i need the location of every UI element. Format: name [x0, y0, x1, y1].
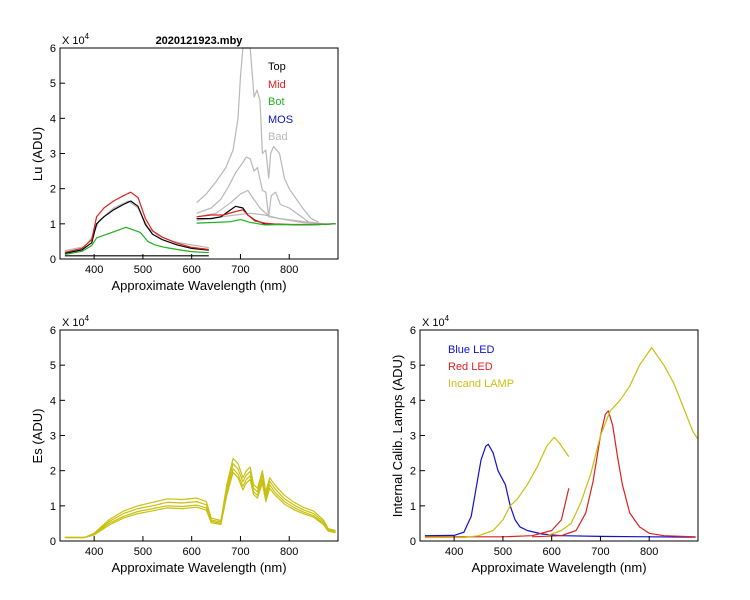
lu-ytick-label-60000: 6: [50, 43, 56, 55]
lu-exponent-label: X 104: [62, 32, 90, 47]
lamps-legend-blue-led: Blue LED: [448, 344, 495, 356]
lamps-exponent-label: X 104: [422, 314, 450, 329]
lu-series-bot-seg-0: [64, 226, 209, 255]
lu-legend-bad: Bad: [268, 131, 288, 143]
lamps-series-blue-led-seg-0: [424, 443, 696, 538]
lu-series-bad-seg-3: [196, 189, 319, 225]
es-ytick-label-60000: 6: [50, 325, 56, 337]
es-ytick-label-20000: 2: [50, 466, 56, 478]
es-xtick-label-400: 400: [85, 546, 103, 558]
lu-legend-mos: MOS: [268, 114, 293, 126]
lamps-ylabel: Internal Calib. Lamps (ADU): [390, 355, 405, 518]
lu-series-top-seg-0: [64, 200, 209, 254]
lu-exponent-power: 4: [85, 32, 90, 41]
es-exponent-base: X 10: [62, 317, 85, 329]
lamps-xlabel: Approximate Wavelength (nm): [471, 560, 646, 575]
lamps-xtick-label-600: 600: [543, 546, 561, 558]
lu-xtick-label-800: 800: [280, 264, 298, 276]
lu-series-mid-seg-0: [64, 191, 209, 253]
lu-series-bot-seg-1: [196, 219, 336, 226]
es-series-es-scan-4-seg-0: [64, 471, 336, 539]
lu-plot-frame: [59, 47, 339, 260]
lu-legend-bot: Bot: [268, 96, 285, 108]
lamps-ytick-label-30000: 3: [410, 431, 416, 443]
es-xlabel: Approximate Wavelength (nm): [111, 560, 286, 575]
lamps-legend-red-led: Red LED: [448, 361, 493, 373]
lamps-series-red-led-seg-1: [532, 410, 696, 538]
lamps-axes-ticks: 400 500 600 700 800 0 1 2 3 4 5 6: [410, 325, 659, 558]
es-ytick-label-40000: 4: [50, 395, 56, 407]
lamps-exponent-base: X 10: [422, 317, 445, 329]
lu-ytick-label-50000: 5: [50, 78, 56, 90]
lamps-xtick-label-700: 700: [591, 546, 609, 558]
es-series: [64, 457, 336, 539]
lu-ytick-label-10000: 1: [50, 219, 56, 231]
lu-series-bad-seg-1: [196, 47, 319, 223]
lamps-xtick-label-800: 800: [640, 546, 658, 558]
lu-xtick-label-600: 600: [183, 264, 201, 276]
es-series-es-scan-1-seg-0: [64, 457, 336, 539]
lamps-series-red-led-seg-0: [424, 488, 570, 538]
es-xtick-label-500: 500: [134, 546, 152, 558]
es-xtick-label-700: 700: [231, 546, 249, 558]
lu-ylabel: Lu (ADU): [30, 127, 45, 181]
lamps-legend: Blue LED Red LED Incand LAMP: [448, 344, 514, 390]
lu-exponent-base: X 10: [62, 35, 85, 47]
lamps-xtick-label-400: 400: [445, 546, 463, 558]
es-ytick-label-30000: 3: [50, 431, 56, 443]
panel-lu: 400 500 600 700 800 0 1 2 3 4 5 6 2020121923.mby X …: [30, 32, 339, 293]
lamps-ytick-label-40000: 4: [410, 395, 416, 407]
es-ylabel: Es (ADU): [30, 409, 45, 464]
lamps-ytick-label-50000: 5: [410, 360, 416, 372]
lu-legend-mid: Mid: [268, 79, 286, 91]
lamps-ytick-label-20000: 2: [410, 466, 416, 478]
lamps-ytick-label-10000: 1: [410, 501, 416, 513]
lu-xtick-label-400: 400: [85, 264, 103, 276]
lu-title: 2020121923.mby: [156, 35, 244, 47]
es-series-es-scan-2-seg-0: [64, 463, 336, 539]
lu-legend-top: Top: [268, 61, 286, 73]
es-xtick-label-600: 600: [183, 546, 201, 558]
lu-ytick-label-20000: 2: [50, 184, 56, 196]
lamps-xtick-label-500: 500: [494, 546, 512, 558]
lu-axes-ticks: 400 500 600 700 800 0 1 2 3 4 5 6: [50, 43, 299, 276]
lu-series-bad-seg-4: [196, 212, 336, 225]
lamps-series-incand-lamp-seg-0: [424, 436, 570, 539]
es-ytick-label-50000: 5: [50, 360, 56, 372]
lu-series: [64, 47, 336, 257]
es-xtick-label-800: 800: [280, 546, 298, 558]
lamps-ytick-label-60000: 6: [410, 325, 416, 337]
es-axes-ticks: 400 500 600 700 800 0 1 2 3 4 5 6: [50, 325, 299, 558]
lu-legend: Top Mid Bot MOS Bad: [268, 61, 293, 143]
es-ytick-label-0: 0: [50, 536, 56, 548]
lamps-ytick-label-0: 0: [410, 536, 416, 548]
lu-xlabel: Approximate Wavelength (nm): [111, 278, 286, 293]
es-exponent-label: X 104: [62, 314, 90, 329]
lu-ytick-label-30000: 3: [50, 149, 56, 161]
es-plot-frame: [59, 329, 339, 542]
lamps-series-incand-lamp-seg-1: [546, 347, 699, 537]
lu-ytick-label-40000: 4: [50, 113, 56, 125]
lamps-series: [424, 347, 699, 539]
lu-xtick-label-500: 500: [134, 264, 152, 276]
lamps-legend-incand-lamp: Incand LAMP: [448, 378, 514, 390]
es-exponent-power: 4: [85, 314, 90, 323]
lu-series-bad-seg-2: [196, 156, 319, 224]
es-series-es-scan-3-seg-0: [64, 468, 336, 539]
es-ytick-label-10000: 1: [50, 501, 56, 513]
lamps-exponent-power: 4: [445, 314, 450, 323]
lu-xtick-label-700: 700: [231, 264, 249, 276]
lu-series-bad-seg-0: [64, 200, 209, 252]
lu-ytick-label-0: 0: [50, 254, 56, 266]
